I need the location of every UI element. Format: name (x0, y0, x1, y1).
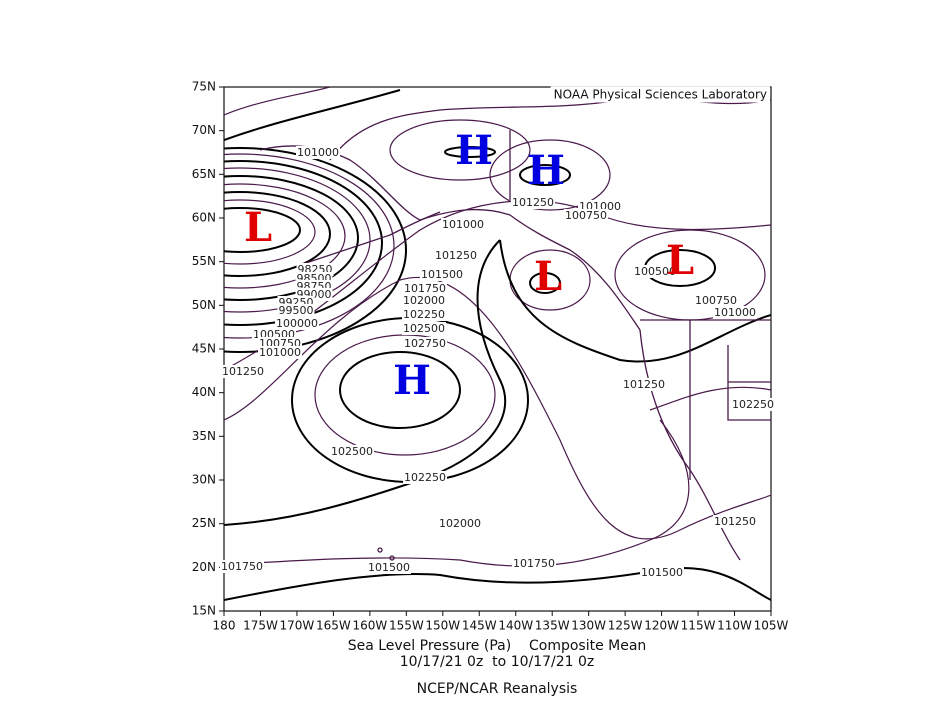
lon-label: 155W (389, 619, 424, 633)
label-bg (511, 196, 555, 209)
label-bg (402, 308, 446, 321)
label-bg (434, 249, 478, 262)
label-bg (622, 378, 666, 391)
contour-label: 102250 (403, 308, 445, 321)
lon-label: 160W (352, 619, 387, 633)
lat-label: 70N (192, 123, 216, 137)
contour-label: 100750 (695, 294, 737, 307)
contour-label: 102250 (732, 398, 774, 411)
lon-label: 130W (571, 619, 606, 633)
caption-line: 10/17/21 0z to 10/17/21 0z (400, 654, 595, 670)
contour-label: 102250 (404, 471, 446, 484)
contour-label: 102000 (439, 517, 481, 530)
pressure-center: H (393, 357, 431, 404)
lon-label: 115W (681, 619, 716, 633)
contour-label: 102500 (403, 322, 445, 335)
credit: NOAA Physical Sciences Laboratory (554, 88, 767, 102)
contour-label: 102500 (331, 445, 373, 458)
contour-label: 101250 (222, 365, 264, 378)
pressure-center: H (455, 127, 493, 174)
contour-label: 102000 (403, 294, 445, 307)
label-bg (277, 304, 315, 317)
contour-label: 101750 (404, 282, 446, 295)
lon-label: 125W (608, 619, 643, 633)
label-bg (441, 218, 485, 231)
pressure-center: L (534, 253, 562, 300)
lat-label: 15N (192, 604, 216, 618)
lon-label: 140W (498, 619, 533, 633)
lat-label: 25N (192, 516, 216, 530)
label-bg (330, 445, 374, 458)
contour-label: 101000 (442, 218, 484, 231)
pressure-center: H (527, 147, 565, 194)
contour-label: 101500 (641, 566, 683, 579)
lat-label: 20N (192, 560, 216, 574)
contour-label: 101500 (421, 268, 463, 281)
lon-label: 120W (644, 619, 679, 633)
lon-label: 180 (213, 619, 236, 633)
contour-label: 100000 (276, 317, 318, 330)
lat-label: 60N (192, 211, 216, 225)
caption-line: Sea Level Pressure (Pa) Composite Mean (348, 638, 647, 654)
contour-label: 101250 (512, 196, 554, 209)
label-bg (402, 294, 446, 307)
contour-label: 102750 (404, 337, 446, 350)
label-bg (221, 365, 265, 378)
label-bg (640, 566, 684, 579)
lat-label: 45N (192, 342, 216, 356)
label-bg (694, 294, 738, 307)
lon-label: 110W (717, 619, 752, 633)
pressure-center: L (666, 237, 694, 284)
lon-label: 105W (754, 619, 789, 633)
lon-label: 145W (462, 619, 497, 633)
lat-label: 40N (192, 385, 216, 399)
lat-label: 50N (192, 298, 216, 312)
label-bg (633, 265, 677, 278)
label-bg (438, 517, 482, 530)
label-bg (275, 317, 319, 330)
label-bg (420, 268, 464, 281)
contour-label: 100500 (634, 265, 676, 278)
label-bg (258, 346, 302, 359)
lon-label: 175W (243, 619, 278, 633)
label-bg (403, 337, 447, 350)
label-bg (713, 515, 757, 528)
contour-label: 101750 (513, 557, 555, 570)
contour-label: 99500 (279, 304, 314, 317)
caption-source: NCEP/NCAR Reanalysis (417, 681, 578, 697)
label-bg (402, 322, 446, 335)
lon-label: 165W (316, 619, 351, 633)
contour-label: 101250 (623, 378, 665, 391)
label-bg (564, 209, 608, 222)
lon-label: 170W (280, 619, 315, 633)
lon-label: 150W (425, 619, 460, 633)
contour-label: 101000 (259, 346, 301, 359)
label-bg (296, 146, 340, 159)
contour-label: 101000 (297, 146, 339, 159)
label-bg (403, 282, 447, 295)
lat-label: 65N (192, 167, 216, 181)
contour-label: 101000 (714, 306, 756, 319)
lat-label: 55N (192, 254, 216, 268)
label-bg (731, 398, 775, 411)
contour-label: 101250 (714, 515, 756, 528)
label-bg (367, 561, 411, 574)
contour-label: 101750 (221, 560, 263, 573)
lat-label: 75N (192, 80, 216, 94)
label-bg (713, 306, 757, 319)
pressure-center: L (244, 204, 272, 251)
plot-frame (223, 86, 772, 612)
lat-label: 35N (192, 429, 216, 443)
contour-label: 101500 (368, 561, 410, 574)
label-bg (512, 557, 556, 570)
label-bg (220, 560, 264, 573)
label-bg (403, 471, 447, 484)
contour-label: 100750 (565, 209, 607, 222)
lon-label: 135W (535, 619, 570, 633)
contour-label: 101250 (435, 249, 477, 262)
contours (224, 87, 771, 601)
lat-label: 30N (192, 473, 216, 487)
credit-bg (550, 86, 770, 103)
